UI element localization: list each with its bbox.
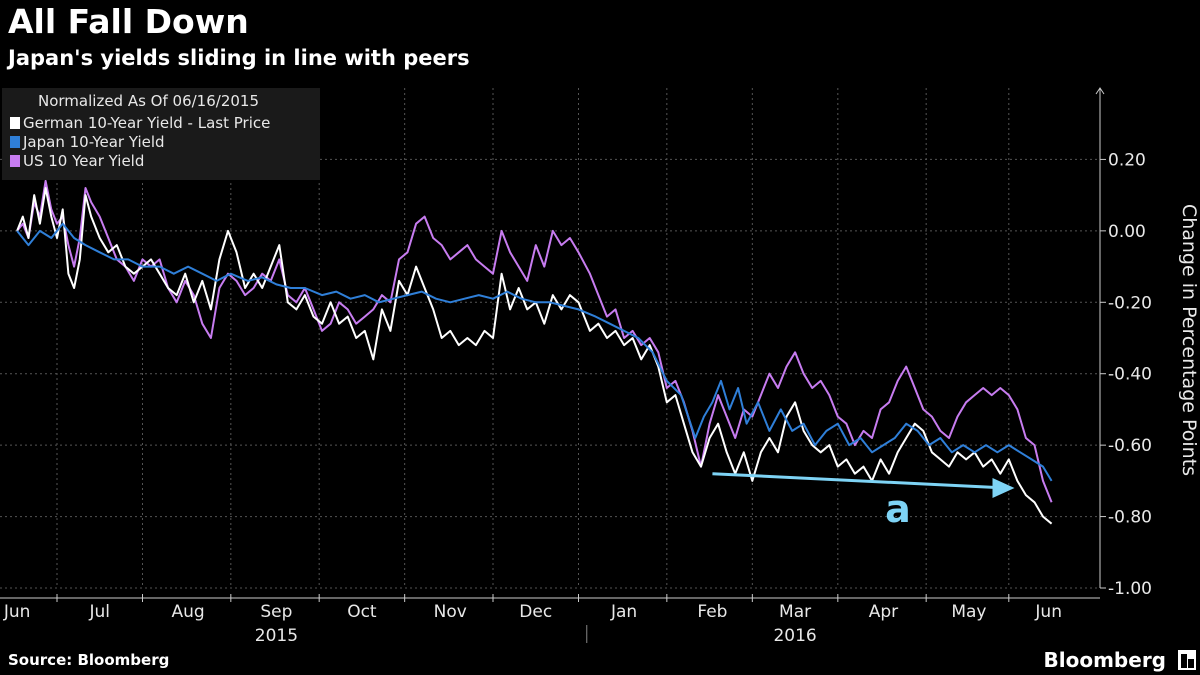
x-tick-label: Mar bbox=[779, 602, 811, 622]
legend-item-german: German 10-Year Yield - Last Price bbox=[10, 114, 270, 133]
legend-label-german: German 10-Year Yield - Last Price bbox=[23, 114, 271, 132]
y-axis-arrow bbox=[1095, 87, 1105, 95]
legend-swatch-us bbox=[10, 155, 20, 167]
y-tick-label: 0.20 bbox=[1108, 150, 1146, 170]
y-tick-label: 0.00 bbox=[1108, 222, 1146, 242]
legend-label-us: US 10 Year Yield bbox=[23, 152, 145, 170]
x-tick-label: Dec bbox=[519, 602, 552, 622]
x-tick-label: Aug bbox=[171, 602, 204, 622]
x-tick-label: Jul bbox=[88, 602, 110, 622]
x-tick-label: May bbox=[951, 602, 986, 622]
series-line-us bbox=[16, 179, 1053, 503]
legend: Normalized As Of 06/16/2015 German 10-Ye… bbox=[2, 88, 320, 180]
source-note: Source: Bloomberg bbox=[8, 651, 170, 669]
x-tick-label: Sep bbox=[260, 602, 292, 622]
annotation-arrowhead bbox=[992, 478, 1015, 498]
y-tick-label: -0.40 bbox=[1108, 365, 1152, 385]
x-tick-label: Feb bbox=[697, 602, 727, 622]
series-line-german bbox=[16, 187, 1053, 525]
x-tick-label: Jan bbox=[610, 602, 637, 622]
legend-swatch-german bbox=[10, 117, 20, 129]
bloomberg-icon bbox=[1178, 650, 1196, 670]
legend-title: Normalized As Of 06/16/2015 bbox=[38, 92, 259, 110]
x-tick-label: Nov bbox=[434, 602, 467, 622]
brand-logo-text: Bloomberg bbox=[1043, 648, 1166, 672]
x-tick-label: Jun bbox=[1034, 602, 1062, 622]
legend-item-us: US 10 Year Yield bbox=[10, 152, 144, 171]
y-tick-label: -0.60 bbox=[1108, 436, 1152, 456]
x-tick-label: Jun bbox=[3, 602, 31, 622]
x-tick-label: Apr bbox=[869, 602, 898, 622]
x-year-label: 2015 bbox=[255, 626, 298, 646]
y-axis-label: Change in Percentage Points bbox=[1178, 203, 1200, 477]
legend-label-japan: Japan 10-Year Yield bbox=[23, 133, 165, 151]
y-tick-label: -0.20 bbox=[1108, 293, 1152, 313]
legend-item-japan: Japan 10-Year Yield bbox=[10, 133, 165, 152]
legend-swatch-japan bbox=[10, 136, 20, 148]
chart-title: All Fall Down bbox=[8, 2, 249, 41]
y-tick-label: -0.80 bbox=[1108, 508, 1152, 528]
x-tick-label: Oct bbox=[347, 602, 377, 622]
chart-subtitle: Japan's yields sliding in line with peer… bbox=[8, 46, 470, 70]
series-line-japan bbox=[16, 222, 1053, 482]
annotation-label: a bbox=[885, 487, 911, 531]
y-tick-label: -1.00 bbox=[1108, 579, 1152, 599]
x-year-label: 2016 bbox=[773, 626, 816, 646]
annotation-arrow-line bbox=[712, 472, 1007, 490]
